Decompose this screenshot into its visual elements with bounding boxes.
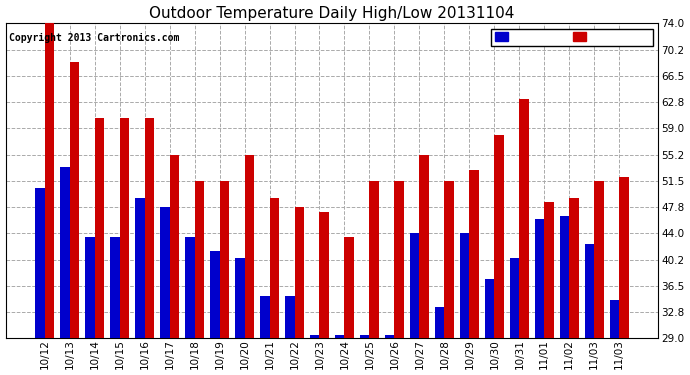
Bar [35, 188, 45, 338]
Bar [185, 237, 195, 338]
Bar [45, 23, 55, 338]
Bar [560, 216, 569, 338]
Bar [460, 233, 469, 338]
Bar [360, 334, 369, 338]
Bar [485, 279, 494, 338]
Bar [195, 181, 204, 338]
Bar [319, 212, 329, 338]
Bar [285, 296, 295, 338]
Bar [385, 334, 395, 338]
Bar [435, 307, 444, 338]
Bar [244, 155, 254, 338]
Bar [594, 181, 604, 338]
Bar [210, 251, 219, 338]
Bar [619, 177, 629, 338]
Bar [369, 181, 379, 338]
Bar [569, 198, 579, 338]
Text: Copyright 2013 Cartronics.com: Copyright 2013 Cartronics.com [9, 33, 179, 43]
Bar [395, 181, 404, 338]
Bar [494, 135, 504, 338]
Bar [344, 237, 354, 338]
Bar [60, 166, 70, 338]
Bar [335, 334, 344, 338]
Bar [70, 62, 79, 338]
Bar [270, 198, 279, 338]
Bar [310, 334, 319, 338]
Bar [295, 207, 304, 338]
Bar [469, 170, 479, 338]
Bar [135, 198, 145, 338]
Bar [544, 202, 554, 338]
Bar [160, 207, 170, 338]
Bar [520, 99, 529, 338]
Bar [110, 237, 119, 338]
Bar [410, 233, 420, 338]
Bar [420, 155, 429, 338]
Bar [235, 258, 244, 338]
Bar [260, 296, 270, 338]
Bar [610, 300, 619, 338]
Bar [95, 118, 104, 338]
Bar [510, 258, 520, 338]
Bar [219, 181, 229, 338]
Bar [85, 237, 95, 338]
Bar [535, 219, 544, 338]
Bar [119, 118, 129, 338]
Bar [170, 155, 179, 338]
Bar [145, 118, 154, 338]
Title: Outdoor Temperature Daily High/Low 20131104: Outdoor Temperature Daily High/Low 20131… [149, 6, 515, 21]
Legend: Low  (°F), High  (°F): Low (°F), High (°F) [491, 28, 653, 46]
Bar [585, 244, 594, 338]
Bar [444, 181, 454, 338]
